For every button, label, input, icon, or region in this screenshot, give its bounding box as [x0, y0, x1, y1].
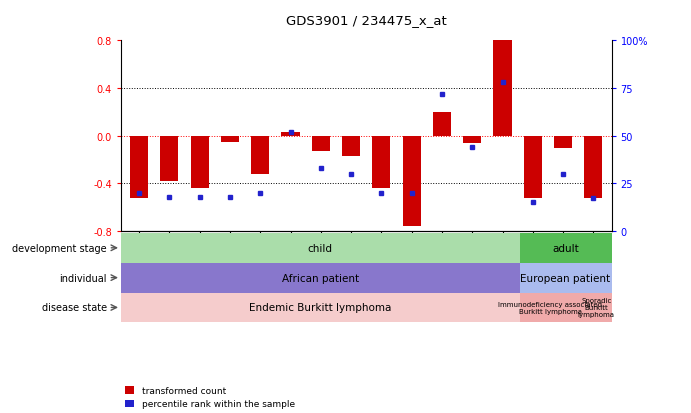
- Legend: transformed count, percentile rank within the sample: transformed count, percentile rank withi…: [126, 386, 295, 408]
- Text: individual: individual: [59, 273, 107, 283]
- Bar: [281, 133, 300, 136]
- Text: Endemic Burkitt lymphoma: Endemic Burkitt lymphoma: [249, 303, 391, 313]
- Bar: [585, 136, 603, 198]
- Bar: [342, 136, 360, 157]
- Bar: [524, 136, 542, 198]
- Text: African patient: African patient: [282, 273, 359, 283]
- Bar: [554, 136, 572, 148]
- Bar: [312, 136, 330, 152]
- Text: European patient: European patient: [520, 273, 611, 283]
- Bar: [372, 136, 390, 188]
- Text: disease state: disease state: [42, 303, 107, 313]
- Bar: [493, 39, 511, 136]
- Text: Immunodeficiency associated
Burkitt lymphoma: Immunodeficiency associated Burkitt lymp…: [498, 301, 603, 314]
- Bar: [403, 136, 421, 226]
- Bar: [160, 136, 178, 181]
- Text: development stage: development stage: [12, 243, 107, 253]
- Text: GDS3901 / 234475_x_at: GDS3901 / 234475_x_at: [286, 14, 446, 27]
- Bar: [191, 136, 209, 188]
- Bar: [433, 112, 451, 136]
- Text: child: child: [307, 243, 333, 253]
- Bar: [221, 136, 239, 142]
- Text: adult: adult: [552, 243, 579, 253]
- Bar: [463, 136, 482, 143]
- Bar: [251, 136, 269, 174]
- Text: Sporadic
Burkitt
lymphoma: Sporadic Burkitt lymphoma: [578, 298, 615, 318]
- Bar: [130, 136, 148, 198]
